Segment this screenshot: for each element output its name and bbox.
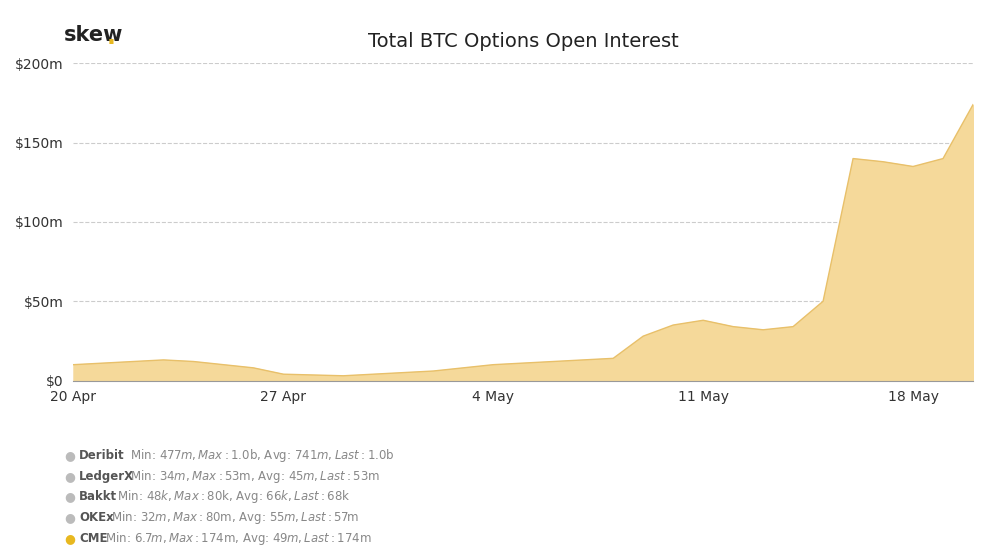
Text: Min: $477m, Max: $1.0b, Avg: $741m, Last: $1.0b: Min: $477m, Max: $1.0b, Avg: $741m, Last… <box>123 447 394 464</box>
Text: ●: ● <box>64 532 75 545</box>
Text: LedgerX: LedgerX <box>79 470 134 483</box>
Text: Deribit: Deribit <box>79 449 124 462</box>
Text: Min: $6.7m, Max: $174m, Avg: $49m, Last: $174m: Min: $6.7m, Max: $174m, Avg: $49m, Last:… <box>98 530 371 547</box>
Text: .: . <box>107 25 116 49</box>
Text: ●: ● <box>64 490 75 504</box>
Text: Min: $32m, Max: $80m, Avg: $55m, Last: $57m: Min: $32m, Max: $80m, Avg: $55m, Last: $… <box>104 509 360 526</box>
Text: OKEx: OKEx <box>79 511 114 524</box>
Text: skew: skew <box>64 25 124 45</box>
Text: Min: $34m, Max: $53m, Avg: $45m, Last: $53m: Min: $34m, Max: $53m, Avg: $45m, Last: $… <box>123 468 379 485</box>
Text: ●: ● <box>64 449 75 462</box>
Text: CME: CME <box>79 532 108 545</box>
Text: ●: ● <box>64 470 75 483</box>
Title: Total BTC Options Open Interest: Total BTC Options Open Interest <box>368 32 679 51</box>
Text: Bakkt: Bakkt <box>79 490 118 504</box>
Text: ●: ● <box>64 511 75 524</box>
Text: Min: $48k, Max: $80k, Avg: $66k, Last: $68k: Min: $48k, Max: $80k, Avg: $66k, Last: $… <box>111 489 351 505</box>
